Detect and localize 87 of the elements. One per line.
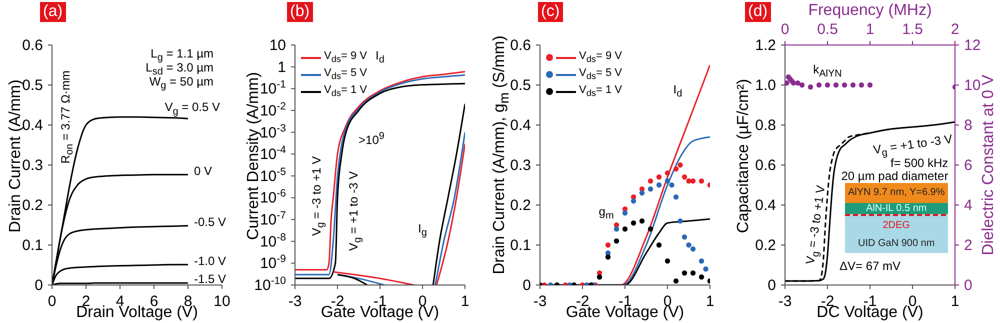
- legend-label: V$_{ds}$= 9 V: [324, 49, 368, 66]
- x-tick-label: 1: [460, 293, 470, 310]
- x-tick-label: 0.5: [817, 21, 838, 38]
- annotation: UID GaN 900 nm: [858, 238, 935, 249]
- annotation: I$_{d}$: [673, 82, 682, 100]
- legend-label: V$_{ds}$= 5 V: [579, 66, 622, 84]
- x-tick-label: 1.5: [902, 21, 923, 38]
- legend-label: V$_{ds}$= 1 V: [324, 83, 368, 101]
- x-tick-label: 10: [214, 293, 230, 310]
- series-label: -0.5 V: [194, 214, 226, 229]
- annotation: k$_{AlYN}$: [813, 62, 842, 80]
- annotation: AlN-IL 0.5 nm: [866, 203, 927, 214]
- y-tick-label: 0.1: [22, 237, 43, 254]
- y-tick-label: 0.2: [755, 237, 776, 254]
- legend-label: V$_{ds}$= 5 V: [324, 66, 368, 84]
- annotation: L$_{g}$ = 1.1 µm: [150, 46, 214, 64]
- y-tick-label: 0.3: [510, 157, 531, 174]
- annotation: 2DEG: [882, 220, 910, 231]
- series-label: -1.5 V: [194, 272, 226, 286]
- y-tick-label: 10: [964, 77, 981, 94]
- y-tick-label: 0.3: [22, 157, 43, 174]
- chart-title: (d): [748, 3, 768, 20]
- y-tick-label: 10$^{-5}$: [260, 166, 286, 185]
- x-axis-title: Frequency (MHz): [808, 2, 932, 19]
- legend-label: V$_{ds}$= 9 V: [579, 49, 622, 66]
- y-tick-label: 0.6: [22, 37, 43, 54]
- y-tick-label: 10$^{-8}$: [260, 231, 286, 250]
- annotation: ΔV= 67 mV: [839, 258, 901, 273]
- y-tick-label: 2: [964, 237, 972, 254]
- y-tick-label: 0: [522, 277, 531, 294]
- y-tick-label: 1.2: [755, 37, 776, 54]
- y-tick-label: 10$^{-6}$: [260, 188, 286, 207]
- annotation: >10$^{9}$: [358, 130, 384, 147]
- x-tick-label: 2: [950, 21, 960, 38]
- series-label: -1.0 V: [194, 254, 226, 268]
- y-tick-label: 10$^{-7}$: [260, 210, 286, 229]
- y-tick-label: 12: [964, 37, 981, 54]
- x-tick-label: 0: [48, 293, 56, 310]
- annotation: I$_{g}$: [418, 221, 427, 238]
- annotation: W$_{g}$ = 50 µm: [149, 74, 214, 92]
- y-tick-label: 0.6: [755, 157, 776, 174]
- y-tick-label: 4: [964, 197, 972, 214]
- y-tick-label: 6: [964, 157, 972, 174]
- y-tick-label: 0: [34, 277, 43, 294]
- x-tick-label: 0: [780, 21, 790, 38]
- y-tick-label: 0.1: [510, 237, 531, 254]
- series-label: 0 V: [194, 164, 212, 178]
- chart-title: (a): [43, 3, 63, 20]
- y-tick-label: 1.0: [755, 77, 776, 94]
- annotation: I$_{d}$: [376, 48, 384, 66]
- y-tick-label: 10$^{-2}$: [260, 100, 286, 120]
- y-tick-label: 10$^{-4}$: [260, 144, 286, 164]
- annotation: g$_{m}$: [598, 204, 614, 222]
- x-tick-label: -3: [533, 293, 547, 310]
- x-tick-label: 1: [706, 293, 714, 310]
- y-tick-label: 0.5: [22, 77, 43, 94]
- series-label: V$_{g}$ = 0.5 V: [164, 100, 220, 117]
- annotation: AlYN 9.7 nm, Y=6.9%: [848, 187, 945, 198]
- x-tick-label: 1: [950, 293, 960, 310]
- y-tick-label: 8: [964, 117, 972, 134]
- y-tick-label: 10$^{-1}$: [260, 78, 286, 98]
- y-tick-label: 0.8: [755, 117, 776, 134]
- y-tick-label: 1: [278, 58, 286, 76]
- annotation: 20 µm pad diameter: [841, 168, 948, 183]
- y-tick-label: 0.4: [22, 117, 43, 134]
- y-tick-label: 10$^{-3}$: [260, 122, 286, 142]
- y-tick-label: 0: [964, 277, 972, 294]
- y-axis-title: Current Density (A/mm): [245, 72, 262, 240]
- legend-label: V$_{ds}$= 1 V: [579, 83, 622, 101]
- x-tick-label: 1: [866, 21, 874, 38]
- y-axis-title: Drain Current (A/mm): [7, 80, 24, 232]
- y-tick-label: 0.4: [510, 117, 531, 134]
- y-axis-title: Capacitance (µF/cm²): [735, 78, 752, 234]
- y-tick-label: 0.2: [510, 197, 531, 214]
- y-axis-title: Dielectric Constant at 0 V: [980, 74, 997, 256]
- chart-title: (c): [541, 3, 560, 20]
- y-tick-label: 10$^{-10}$: [254, 275, 286, 294]
- x-tick-label: -3: [288, 293, 302, 310]
- y-tick-label: 0.6: [510, 37, 531, 54]
- y-tick-label: 10: [269, 37, 286, 54]
- x-tick-label: -3: [778, 293, 792, 310]
- y-tick-label: 0.5: [510, 77, 531, 94]
- y-tick-label: 0: [768, 277, 776, 294]
- y-tick-label: 0.2: [22, 197, 43, 214]
- y-tick-label: 10$^{-9}$: [260, 253, 286, 272]
- y-tick-label: 0.4: [755, 197, 776, 214]
- chart-title: (b): [290, 3, 310, 20]
